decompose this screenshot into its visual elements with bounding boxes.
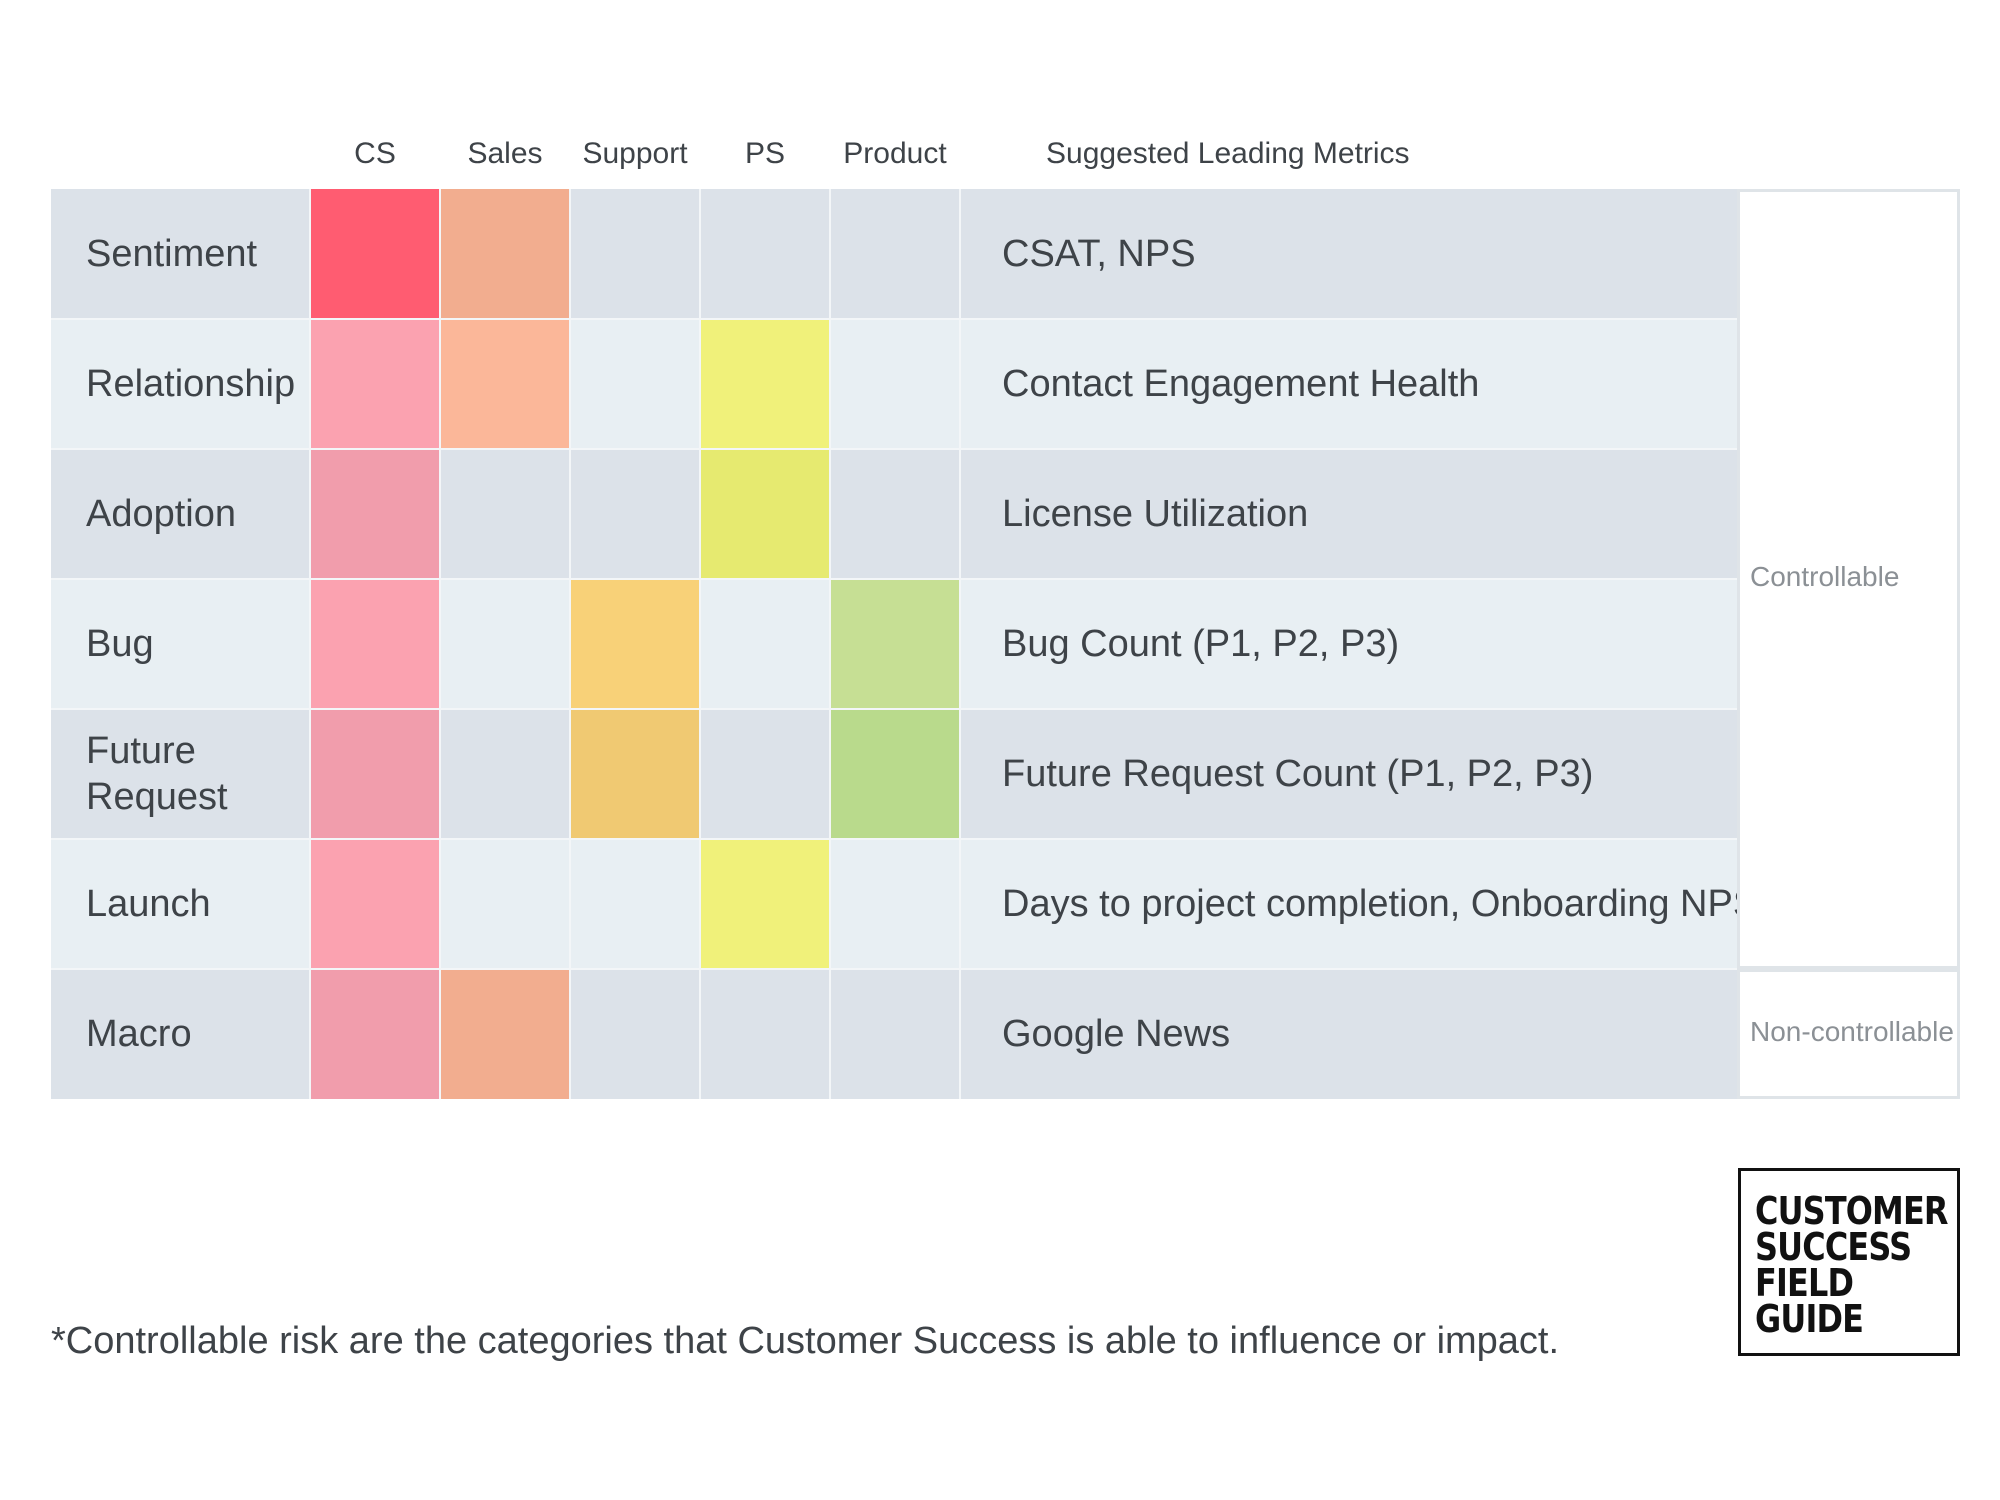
metric-text: Bug Count (P1, P2, P3) [1002, 622, 1400, 665]
heat-cell [700, 839, 830, 969]
table-row [51, 969, 1737, 1099]
grid-line [829, 189, 831, 1099]
grid-line [51, 968, 1737, 970]
heat-cell [310, 449, 440, 579]
column-header: Sales [467, 137, 543, 170]
grid-line [699, 189, 701, 1099]
metric-text: Contact Engagement Health [1002, 362, 1480, 405]
column-header: CS [354, 137, 396, 170]
column-header: PS [744, 137, 786, 170]
heat-cell [310, 969, 440, 1099]
heat-cell [310, 189, 440, 319]
grid-line [439, 189, 441, 1099]
metric-text: CSAT, NPS [1002, 232, 1196, 275]
group-label: Controllable [1750, 561, 1900, 592]
grid-line [51, 448, 1737, 450]
row-label: Launch [86, 883, 211, 925]
heat-cell [570, 709, 700, 839]
group-bracket [1737, 969, 1960, 1099]
metric-text: Days to project completion, Onboarding N… [1002, 882, 1759, 925]
row-label: Adoption [86, 493, 237, 535]
row-label: Relationship [86, 363, 296, 405]
row-label: Sentiment [86, 233, 258, 275]
metric-text: Google News [1002, 1012, 1231, 1055]
logo-line: GUIDE [1755, 1297, 1864, 1341]
group-bracket [1737, 189, 1960, 969]
table-row [51, 319, 1737, 449]
column-header: Product [843, 137, 947, 170]
metric-text: Future Request Count (P1, P2, P3) [1002, 752, 1594, 795]
heat-cell [310, 579, 440, 709]
metric-text: License Utilization [1002, 492, 1309, 535]
heat-cell [440, 319, 570, 449]
metrics-column-header: Suggested Leading Metrics [1046, 137, 1410, 170]
row-label: Future Request [86, 730, 228, 818]
group-label: Non-controllable [1750, 1016, 1954, 1047]
heat-cell [570, 579, 700, 709]
grid-line [569, 189, 571, 1099]
grid-line [51, 318, 1737, 320]
heat-cell [830, 579, 960, 709]
heat-cell [440, 189, 570, 319]
heat-cell [310, 319, 440, 449]
table-row [51, 449, 1737, 579]
grid-line [51, 838, 1737, 840]
heat-cell [310, 839, 440, 969]
grid-line [51, 578, 1737, 580]
row-label: Bug [86, 623, 154, 665]
heat-cell [700, 319, 830, 449]
heat-cell [310, 709, 440, 839]
grid-line [959, 189, 961, 1099]
logo-line: SUCCESS [1755, 1225, 1912, 1269]
logo-line: CUSTOMER [1755, 1189, 1949, 1233]
row-label: Macro [86, 1013, 192, 1055]
grid-line [51, 708, 1737, 710]
logo-line: FIELD [1755, 1261, 1854, 1305]
customer-success-field-guide-logo: CUSTOMER SUCCESS FIELD GUIDE [1738, 1168, 1960, 1356]
grid-line [309, 189, 311, 1099]
table-row [51, 189, 1737, 319]
column-header: Support [582, 137, 688, 170]
heat-cell [440, 969, 570, 1099]
heat-cell [830, 709, 960, 839]
footnote: *Controllable risk are the categories th… [51, 1320, 1560, 1362]
heat-cell [700, 449, 830, 579]
